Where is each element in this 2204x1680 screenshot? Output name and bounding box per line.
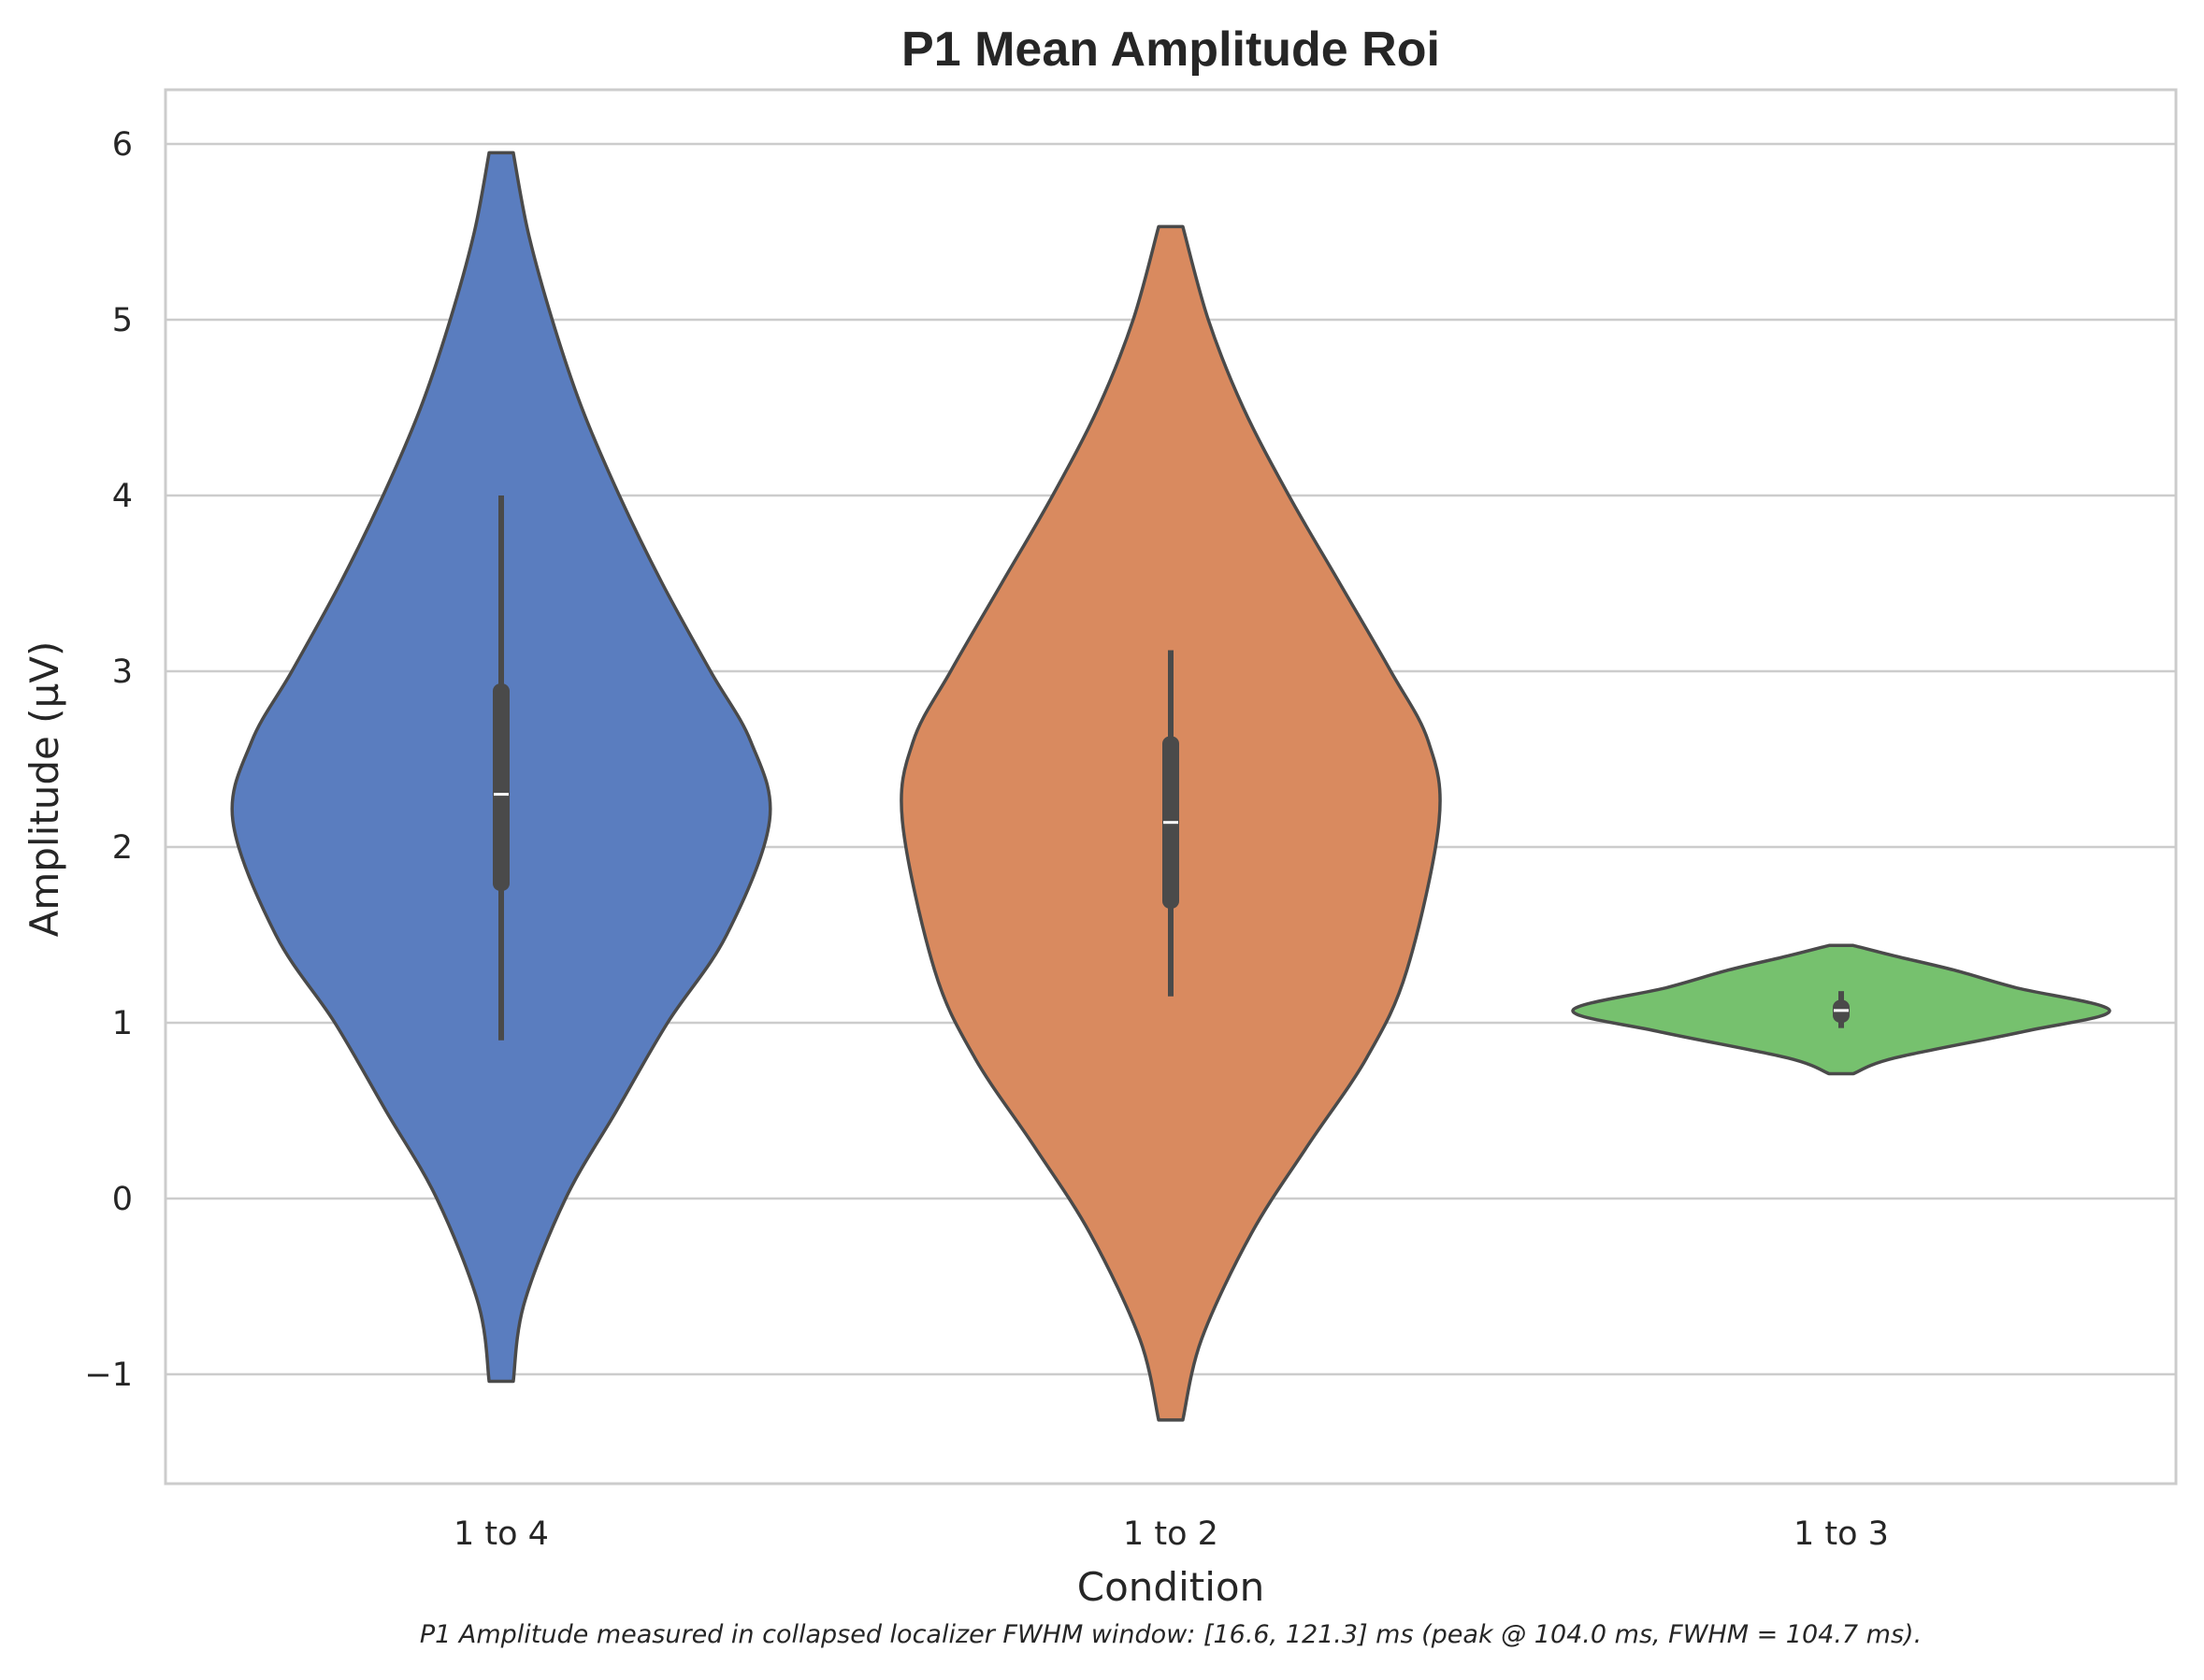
y-tick-label: 4 <box>112 478 133 515</box>
y-tick-label: 1 <box>112 1005 133 1042</box>
y-tick-labels: −1 0 1 2 3 4 5 6 <box>84 126 133 1394</box>
x-tick-label: 1 to 3 <box>1793 1515 1889 1553</box>
chart-caption: P1 Amplitude measured in collapsed local… <box>420 1620 1922 1649</box>
y-tick-label: 2 <box>112 829 133 867</box>
violin-iqr-box <box>493 683 510 891</box>
y-tick-label: 5 <box>112 302 133 339</box>
x-tick-label: 1 to 4 <box>454 1515 549 1553</box>
x-axis-label: Condition <box>1077 1564 1264 1610</box>
chart-title: P1 Mean Amplitude Roi <box>901 22 1440 77</box>
x-tick-labels: 1 to 4 1 to 2 1 to 3 <box>454 1515 1889 1553</box>
axes-frame <box>164 88 2178 1486</box>
y-tick-label: 3 <box>112 653 133 691</box>
y-axis-label: Amplitude (µV) <box>22 641 67 938</box>
y-tick-label: 6 <box>112 126 133 164</box>
violins <box>230 151 2111 1422</box>
y-tick-label: −1 <box>84 1357 133 1394</box>
x-tick-label: 1 to 2 <box>1123 1515 1218 1553</box>
y-tick-label: 0 <box>112 1181 133 1218</box>
